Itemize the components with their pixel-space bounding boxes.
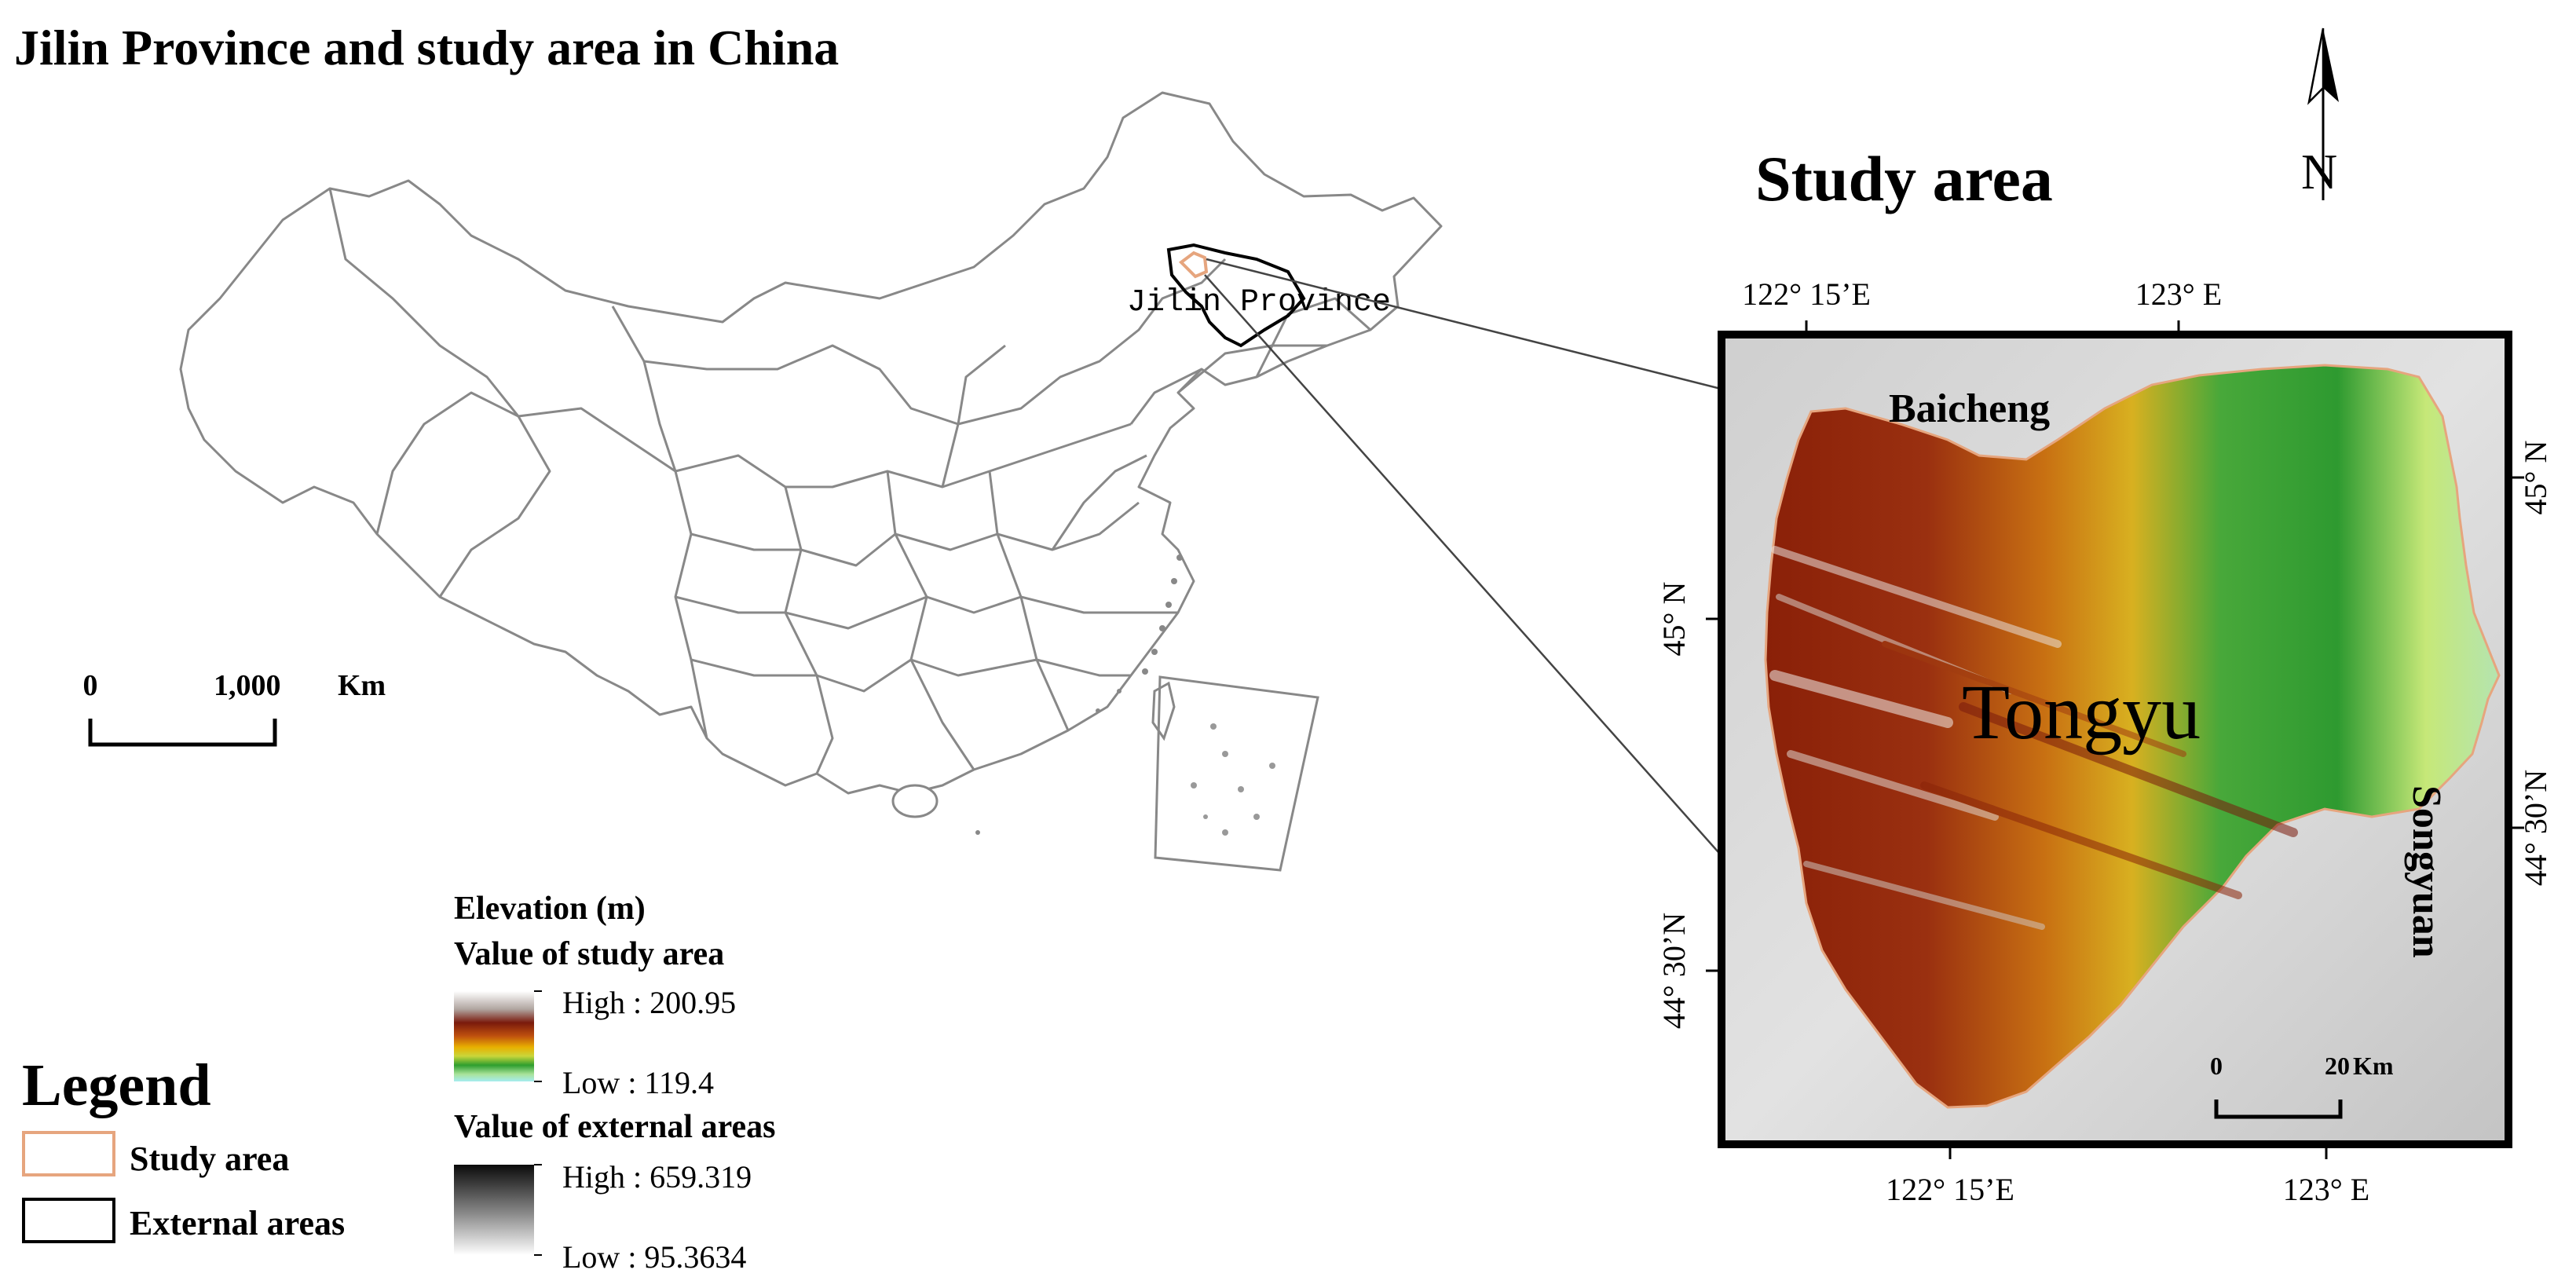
elevation-legend: Elevation (m) Value of study area High :… <box>454 891 775 1275</box>
right-tick-1: 45° N <box>2518 441 2553 515</box>
main-scale-unit: Km <box>338 669 386 702</box>
taiwan-island <box>1151 681 1176 741</box>
north-arrow: N <box>2301 27 2339 200</box>
legend: Legend Study area External areas <box>22 1052 345 1243</box>
songyuan-label: Songyuan <box>2404 785 2449 958</box>
legend-study-label: Study area <box>130 1140 289 1178</box>
inset-frame <box>1718 331 2512 1148</box>
south-china-sea-inset <box>1154 675 1319 872</box>
jilin-province-outline <box>1166 243 1306 348</box>
province-label: Jilin Province <box>1127 285 1391 320</box>
study-value-title: Value of study area <box>454 936 724 972</box>
baicheng-label: Baicheng <box>1889 386 2050 431</box>
inset-scale-zero: 0 <box>2210 1052 2223 1080</box>
legend-study-swatch <box>22 1131 115 1176</box>
inset-scale-unit: Km <box>2353 1052 2394 1080</box>
north-label: N <box>2301 144 2337 199</box>
elevation-title: Elevation (m) <box>454 891 646 927</box>
main-scale-zero: 0 <box>83 669 98 702</box>
study-high-label: High : 200.95 <box>562 985 736 1020</box>
graticule-ticks <box>1706 320 2524 1159</box>
left-tick-2: 44° 30’N <box>1656 913 1692 1029</box>
map-title: Jilin Province and study area in China <box>14 20 839 75</box>
coast-dots <box>975 554 1183 835</box>
external-low-label: Low : 95.3634 <box>562 1239 746 1275</box>
inset-title: Study area <box>1755 143 2053 214</box>
bottom-tick-1: 122° 15’E <box>1886 1172 2014 1207</box>
external-high-label: High : 659.319 <box>562 1159 752 1195</box>
china-outline <box>179 91 1443 795</box>
top-tick-2: 123° E <box>2135 276 2222 312</box>
legend-external-swatch <box>22 1198 115 1243</box>
main-scale-bar: 0 1,000 Km <box>83 669 386 747</box>
external-value-title: Value of external areas <box>454 1109 775 1145</box>
external-color-ramp <box>454 1165 534 1255</box>
study-low-label: Low : 119.4 <box>562 1065 714 1100</box>
top-tick-1: 122° 15’E <box>1742 276 1871 312</box>
hainan-island <box>891 784 939 818</box>
inset-scale-bar: 0 20 Km <box>2210 1052 2394 1119</box>
study-area-inset: Baicheng Tongyu Songyuan 0 20 Km <box>1718 331 2512 1148</box>
bottom-tick-2: 123° E <box>2283 1172 2369 1207</box>
inset-scale-end: 20 <box>2325 1052 2350 1080</box>
left-tick-1: 45° N <box>1656 582 1692 657</box>
legend-external-label: External areas <box>130 1204 345 1242</box>
terrain-streaks <box>1769 546 2298 930</box>
right-tick-2: 44° 30’N <box>2518 770 2553 886</box>
tongyu-label: Tongyu <box>1962 668 2201 756</box>
legend-title: Legend <box>22 1052 211 1118</box>
study-color-ramp <box>454 991 534 1081</box>
study-area-in-jilin <box>1178 251 1209 279</box>
main-scale-end: 1,000 <box>214 669 281 702</box>
